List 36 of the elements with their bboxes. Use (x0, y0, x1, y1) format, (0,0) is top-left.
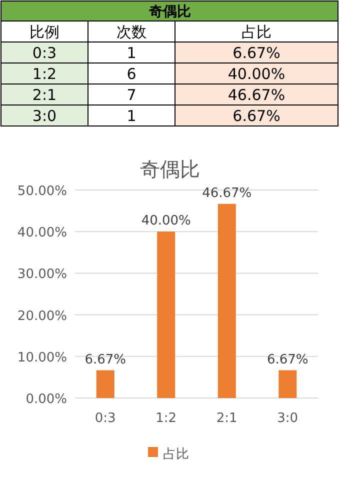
bar (157, 232, 176, 398)
text: 占比 (242, 23, 272, 41)
text: 比例 (30, 23, 60, 41)
x-tick-label: 0:3 (94, 411, 116, 426)
text: 1:2 (32, 65, 57, 83)
text: 7 (126, 86, 136, 104)
text: 1 (126, 44, 136, 62)
chart-title: 奇偶比 (140, 157, 200, 181)
y-tick-label: 40.00% (17, 226, 67, 241)
y-tick-label: 20.00% (17, 308, 67, 324)
text: 6.67% (232, 44, 280, 62)
data-label: 46.67% (202, 186, 252, 201)
x-tick-label: 1:2 (156, 411, 177, 426)
data-label: 40.00% (141, 214, 191, 229)
bar (218, 204, 236, 398)
text: 0:3 (32, 44, 57, 62)
text: 46.67% (228, 86, 286, 104)
text: 6.67% (232, 107, 280, 125)
text: 奇偶比 (148, 4, 191, 20)
y-tick-label: 10.00% (17, 350, 67, 366)
x-tick-label: 2:1 (216, 411, 238, 426)
text: 40.00% (228, 65, 286, 83)
bar (278, 370, 297, 398)
text: 6 (126, 65, 136, 83)
y-tick-label: 0.00% (26, 392, 67, 407)
y-tick-label: 30.00% (17, 267, 67, 282)
text: 1 (126, 107, 136, 125)
bar (96, 370, 114, 398)
text: 2:1 (32, 86, 57, 104)
text: 次数 (116, 23, 146, 41)
data-label: 6.67% (266, 352, 308, 368)
y-tick-label: 50.00% (17, 184, 67, 199)
legend-label: 占比 (163, 447, 189, 462)
data-label: 6.67% (84, 352, 126, 368)
x-tick-label: 3:0 (277, 411, 298, 426)
text: 3:0 (32, 107, 57, 125)
